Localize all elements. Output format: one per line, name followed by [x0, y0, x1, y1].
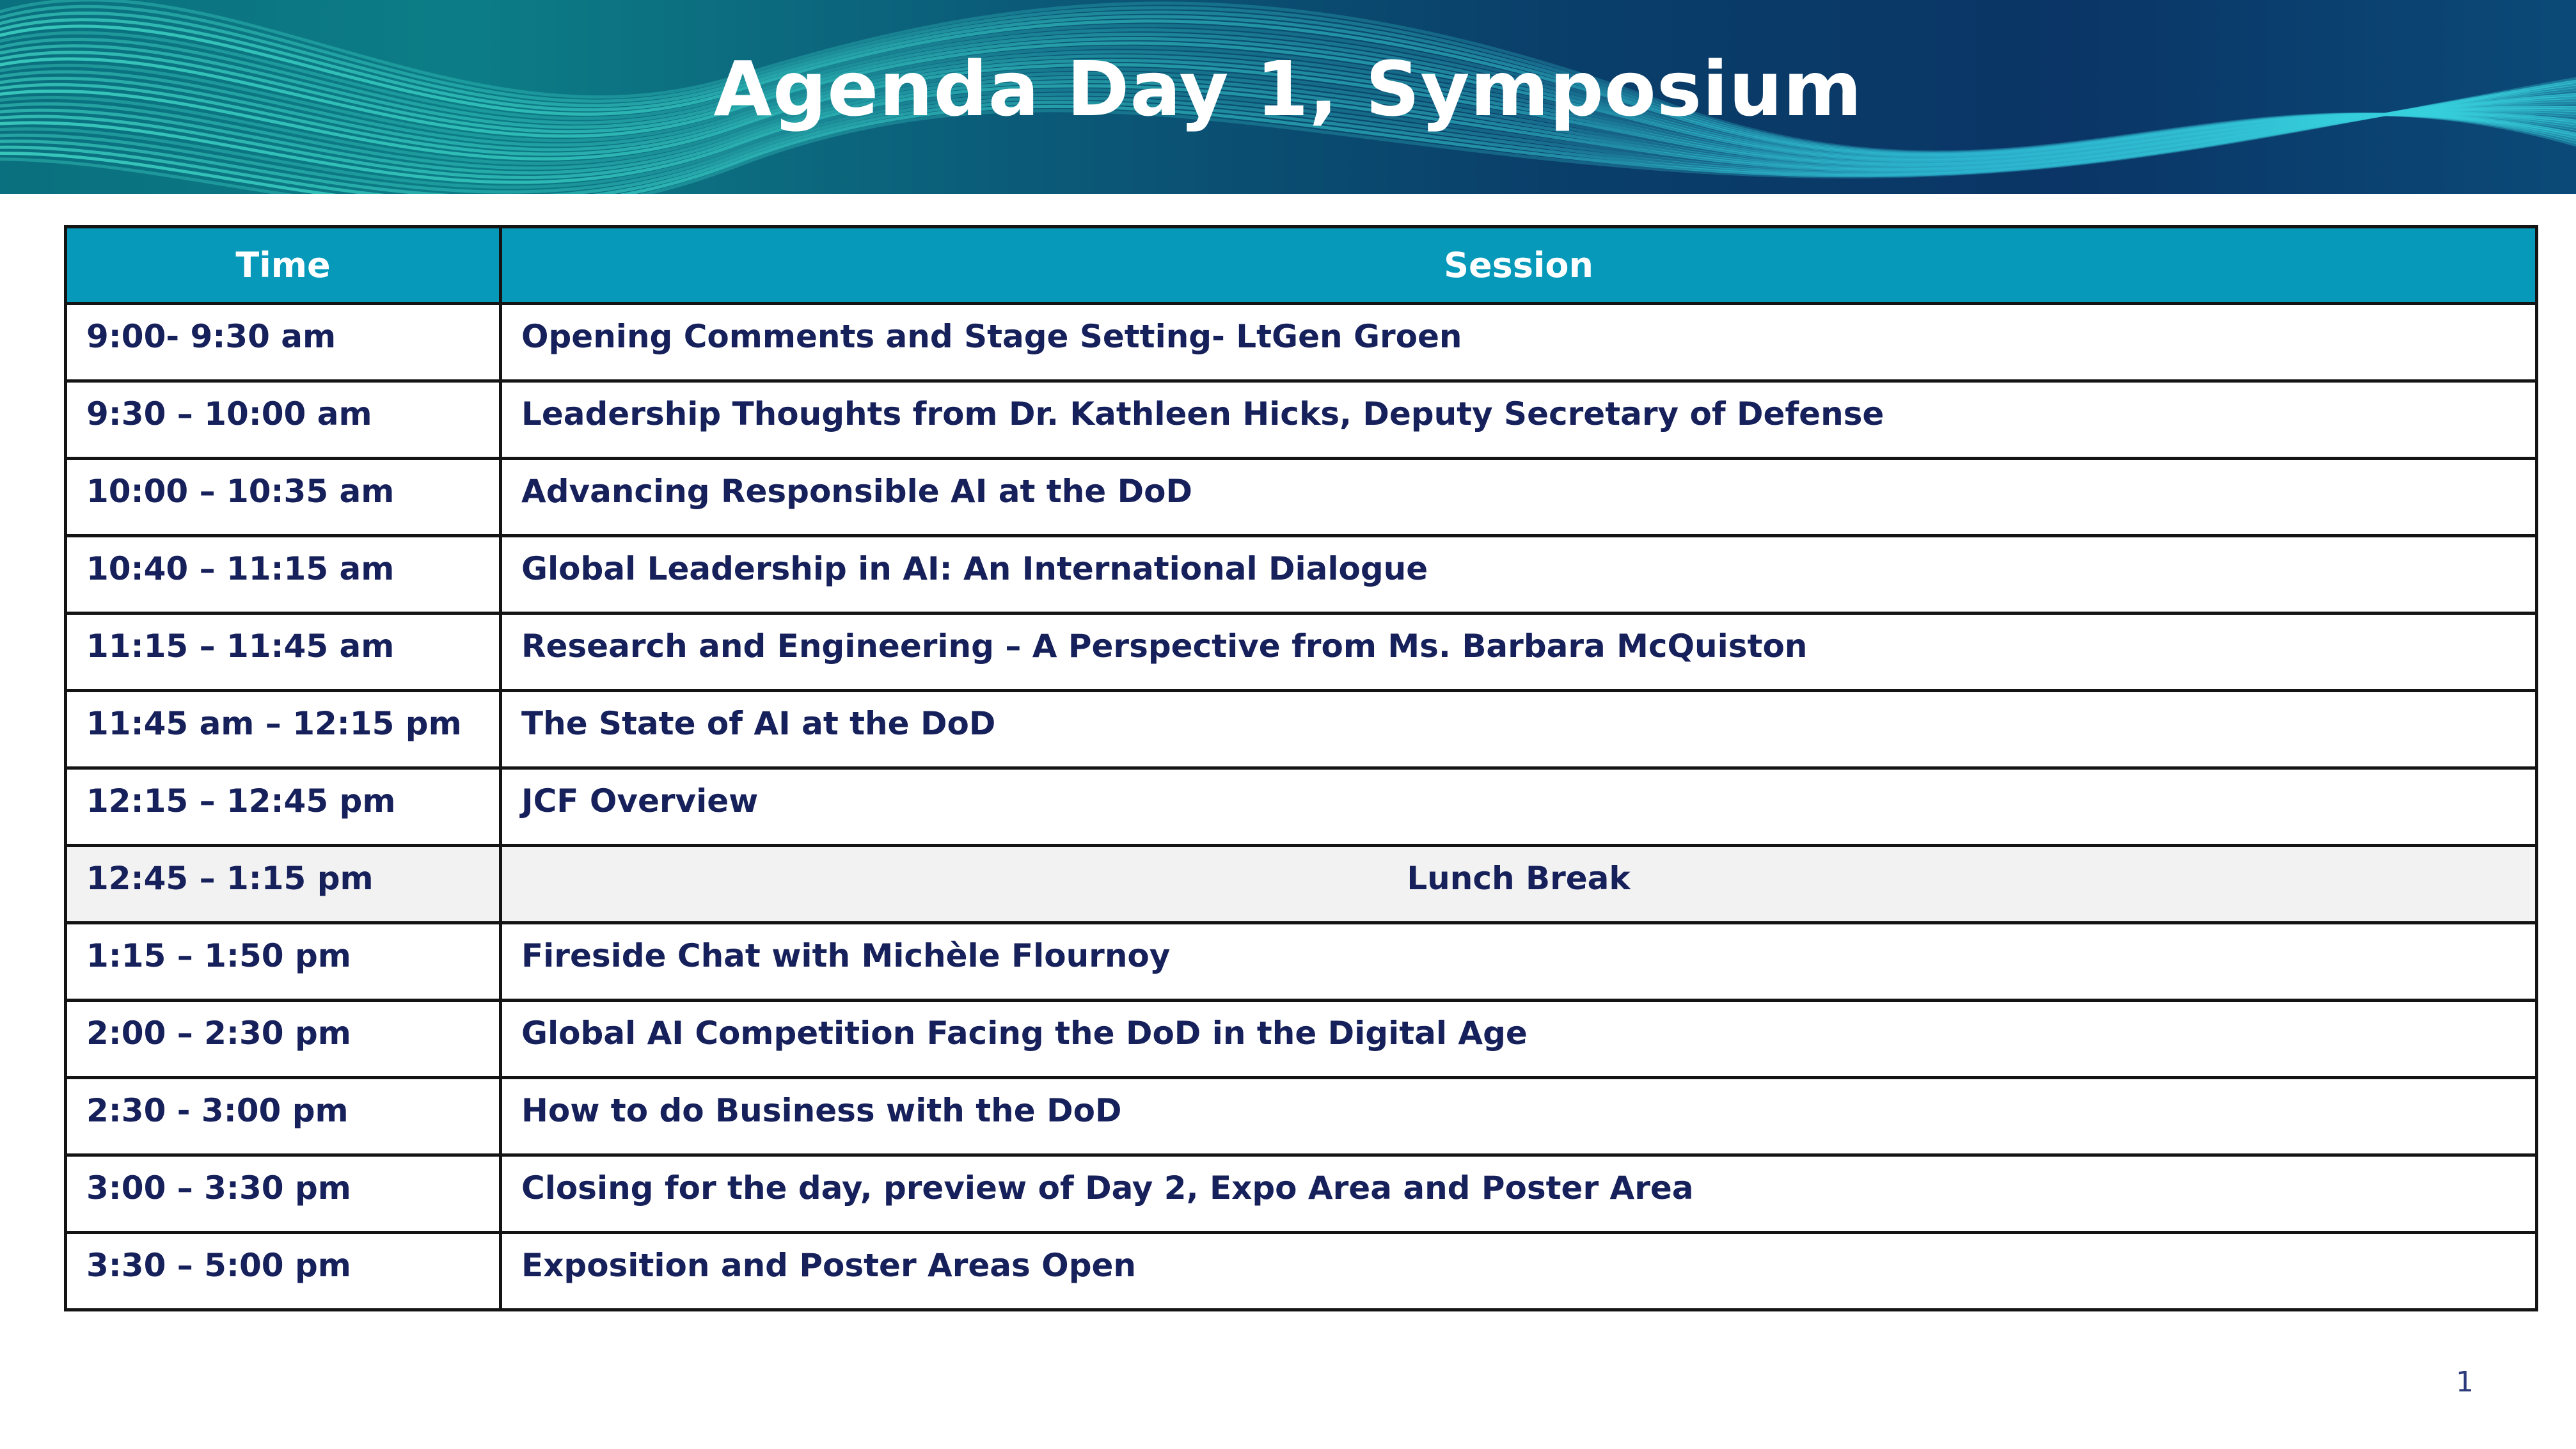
table-row: 9:00- 9:30 am Opening Comments and Stage … [64, 302, 2538, 383]
table-row: 1:15 – 1:50 pm Fireside Chat with Michèle… [64, 921, 2538, 1002]
time-cell: 10:00 – 10:35 am [64, 457, 502, 537]
time-cell: 9:00- 9:30 am [64, 302, 502, 383]
table-row: 10:40 – 11:15 am Global Leadership in AI:… [64, 534, 2538, 615]
table-row: 2:30 - 3:00 pm How to do Business with th… [64, 1076, 2538, 1157]
session-cell: Lunch Break [499, 844, 2538, 924]
agenda-table: Time Session 9:00- 9:30 am Opening Commen… [64, 225, 2538, 1311]
session-cell: Exposition and Poster Areas Open [499, 1231, 2538, 1311]
session-cell: How to do Business with the DoD [499, 1076, 2538, 1157]
time-cell: 11:45 am – 12:15 pm [64, 689, 502, 770]
wave-line [0, 77, 2576, 194]
session-cell: Leadership Thoughts from Dr. Kathleen Hi… [499, 379, 2538, 460]
column-header-session: Session [499, 225, 2538, 305]
table-row: 11:15 – 11:45 am Research and Engineering… [64, 612, 2538, 692]
session-cell: Global AI Competition Facing the DoD in … [499, 999, 2538, 1079]
time-cell: 3:30 – 5:00 pm [64, 1231, 502, 1311]
time-cell: 2:00 – 2:30 pm [64, 999, 502, 1079]
time-cell: 12:15 – 12:45 pm [64, 766, 502, 847]
time-cell: 11:15 – 11:45 am [64, 612, 502, 692]
time-cell: 3:00 – 3:30 pm [64, 1153, 502, 1234]
time-cell: 9:30 – 10:00 am [64, 379, 502, 460]
session-cell: Opening Comments and Stage Setting- LtGe… [499, 302, 2538, 383]
header-banner: Agenda Day 1, Symposium [0, 0, 2576, 194]
table-row: 3:30 – 5:00 pm Exposition and Poster Area… [64, 1231, 2538, 1311]
table-header-row: Time Session [64, 225, 2538, 305]
session-cell: Advancing Responsible AI at the DoD [499, 457, 2538, 537]
time-cell: 2:30 - 3:00 pm [64, 1076, 502, 1157]
table-row: 3:00 – 3:30 pm Closing for the day, previ… [64, 1153, 2538, 1234]
session-cell: Closing for the day, preview of Day 2, E… [499, 1153, 2538, 1234]
session-cell: Research and Engineering – A Perspective… [499, 612, 2538, 692]
session-cell: The State of AI at the DoD [499, 689, 2538, 770]
wave-lines-decoration [0, 0, 2576, 194]
table-row: 2:00 – 2:30 pm Global AI Competition Faci… [64, 999, 2538, 1079]
time-cell: 10:40 – 11:15 am [64, 534, 502, 615]
column-header-time: Time [64, 225, 502, 305]
session-cell: Global Leadership in AI: An Internationa… [499, 534, 2538, 615]
time-cell: 12:45 – 1:15 pm [64, 844, 502, 924]
table-row: 9:30 – 10:00 am Leadership Thoughts from … [64, 379, 2538, 460]
time-cell: 1:15 – 1:50 pm [64, 921, 502, 1002]
table-row: 12:15 – 12:45 pm JCF Overview [64, 766, 2538, 847]
session-cell: JCF Overview [499, 766, 2538, 847]
table-row: 12:45 – 1:15 pm Lunch Break [64, 844, 2538, 924]
table-row: 10:00 – 10:35 am Advancing Responsible AI… [64, 457, 2538, 537]
page-title: Agenda Day 1, Symposium [713, 45, 1863, 133]
page-number: 1 [2456, 1366, 2474, 1398]
table-row: 11:45 am – 12:15 pm The State of AI at th… [64, 689, 2538, 770]
agenda-body: 9:00- 9:30 am Opening Comments and Stage … [64, 302, 2538, 1311]
session-cell: Fireside Chat with Michèle Flournoy [499, 921, 2538, 1002]
